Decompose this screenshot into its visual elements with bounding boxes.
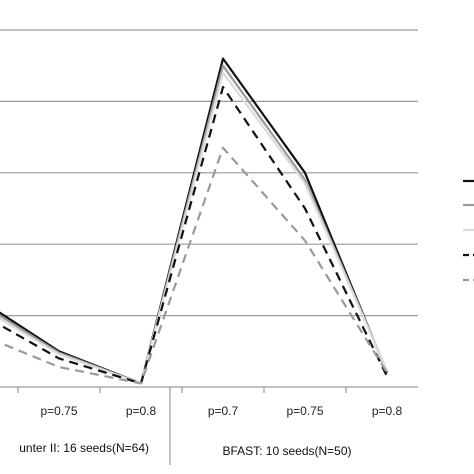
series-line-1 bbox=[0, 57, 389, 385]
series-line-2 bbox=[0, 64, 389, 385]
series-lines bbox=[0, 57, 389, 385]
series-line-3 bbox=[0, 71, 389, 385]
group-label-right: BFAST: 10 seeds(N=50) bbox=[222, 444, 351, 458]
group-label-left: unter II: 16 seeds(N=64) bbox=[19, 441, 149, 455]
x-tick-label: p=0.8 bbox=[372, 404, 403, 418]
x-tick-label: p=0.7 bbox=[208, 404, 239, 418]
series-line-4 bbox=[0, 86, 388, 385]
x-tick-label: p=0.75 bbox=[40, 404, 77, 418]
legend bbox=[463, 179, 474, 282]
series-line-5 bbox=[0, 146, 388, 385]
x-tick-labels: p=0.75 p=0.8 p=0.7 p=0.75 p=0.8 bbox=[40, 404, 402, 418]
x-tick-label: p=0.75 bbox=[286, 404, 323, 418]
x-axis bbox=[0, 386, 418, 465]
x-tick-label: p=0.8 bbox=[126, 404, 157, 418]
grid-lines bbox=[0, 29, 418, 317]
